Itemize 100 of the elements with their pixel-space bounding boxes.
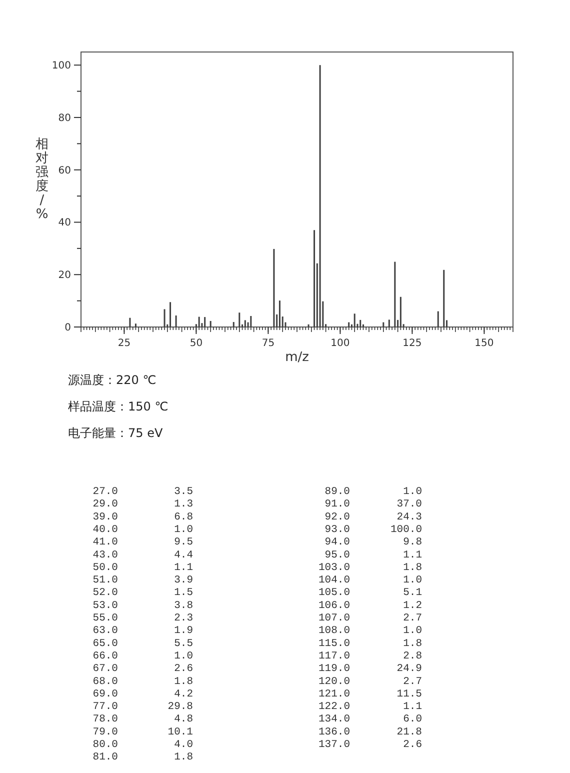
text: 4.0 (174, 739, 193, 751)
y-axis-title: 相对强度/% (36, 137, 48, 222)
text: 样品温度：150 ℃ (68, 400, 168, 414)
text: 1.9 (174, 625, 193, 638)
text: 4.4 (174, 549, 193, 562)
x-tick-label: 125 (402, 338, 422, 349)
text: 21.8 (396, 726, 422, 738)
text: 80.0 (92, 739, 118, 751)
text: 3.5 (174, 486, 193, 498)
text: 39.0 (92, 511, 118, 524)
x-axis-title: m/z (285, 350, 310, 365)
text: 78.0 (92, 714, 118, 726)
text: 电子能量：75 eV (68, 426, 164, 440)
text: 1.8 (174, 676, 193, 688)
text: 10.1 (168, 726, 193, 738)
y-tick-label: 0 (64, 322, 71, 334)
x-tick-label: 100 (330, 338, 350, 349)
text: 67.0 (92, 663, 118, 676)
text: 27.0 (92, 486, 118, 498)
text: 37.0 (396, 498, 422, 511)
text: 55.0 (92, 612, 118, 624)
x-tick-label: 50 (190, 338, 203, 349)
text: 2.7 (403, 676, 422, 688)
text: 40.0 (92, 524, 118, 536)
text: 1.8 (174, 752, 193, 764)
y-tick-label: 60 (58, 165, 71, 176)
text: 68.0 (92, 676, 118, 688)
y-tick-label: 100 (52, 60, 71, 72)
text: 119.0 (318, 663, 350, 676)
text: 94.0 (324, 536, 350, 549)
text: 120.0 (318, 676, 350, 688)
text: 源温度：220 ℃ (68, 373, 156, 387)
text: 105.0 (318, 587, 350, 600)
text: 3.9 (174, 574, 193, 587)
text: 137.0 (318, 739, 350, 751)
text: 1.1 (403, 549, 422, 562)
text: 1.1 (403, 701, 422, 714)
text: 121.0 (318, 688, 350, 700)
y-tick-label: 40 (58, 218, 71, 229)
text: 24.3 (396, 511, 422, 524)
text: 24.9 (396, 663, 422, 676)
text: 63.0 (92, 625, 118, 638)
x-tick-label: 150 (474, 338, 494, 349)
text: 95.0 (324, 549, 350, 562)
text: 117.0 (318, 650, 350, 662)
text: 66.0 (92, 650, 118, 662)
x-tick-label: 75 (262, 338, 275, 349)
text: 1.8 (403, 638, 422, 650)
text: 2.6 (174, 663, 193, 676)
text: 2.8 (403, 650, 422, 662)
text: 29.8 (168, 701, 193, 714)
text: 115.0 (318, 638, 350, 650)
text: 51.0 (92, 574, 118, 587)
text: 53.0 (92, 600, 118, 612)
y-tick-label: 20 (58, 270, 71, 282)
text: 134.0 (318, 714, 350, 726)
text: 5.5 (174, 638, 193, 650)
text: 4.8 (174, 714, 193, 726)
text: 107.0 (318, 612, 350, 624)
x-tick-label: 25 (118, 338, 131, 349)
text: 89.0 (324, 486, 350, 498)
text: 1.0 (403, 486, 422, 498)
text: 11.5 (396, 688, 422, 700)
text: 2.6 (403, 739, 422, 751)
text: 1.2 (403, 600, 422, 612)
text: 1.1 (174, 562, 193, 574)
text: 108.0 (318, 625, 350, 638)
text: 3.8 (174, 600, 193, 612)
text: 104.0 (318, 574, 350, 587)
text: 1.8 (403, 562, 422, 574)
text: 2.3 (174, 612, 193, 624)
text: 29.0 (92, 498, 118, 511)
text: 81.0 (92, 752, 118, 764)
text: 50.0 (92, 562, 118, 574)
text: 52.0 (92, 587, 118, 600)
text: 9.5 (174, 536, 193, 549)
text: 77.0 (92, 701, 118, 714)
text: 2.7 (403, 612, 422, 624)
text: 6.0 (403, 714, 422, 726)
text: 1.0 (174, 650, 193, 662)
text: 79.0 (92, 726, 118, 738)
text: 106.0 (318, 600, 350, 612)
y-tick-label: 80 (58, 112, 71, 124)
text: 93.0 (324, 524, 350, 536)
text: 1.0 (403, 625, 422, 638)
text: 91.0 (324, 498, 350, 511)
text: 65.0 (92, 638, 118, 650)
text: 4.2 (174, 688, 193, 700)
text: 1.3 (174, 498, 193, 511)
text: 100.0 (390, 524, 422, 536)
text: 1.0 (174, 524, 193, 536)
text: 103.0 (318, 562, 350, 574)
text: 69.0 (92, 688, 118, 700)
text: 9.8 (403, 536, 422, 549)
text: 122.0 (318, 701, 350, 714)
text: 1.5 (174, 587, 193, 600)
text: 1.0 (403, 574, 422, 587)
text: 136.0 (318, 726, 350, 738)
text: 6.8 (174, 511, 193, 524)
text: 5.1 (403, 587, 422, 600)
